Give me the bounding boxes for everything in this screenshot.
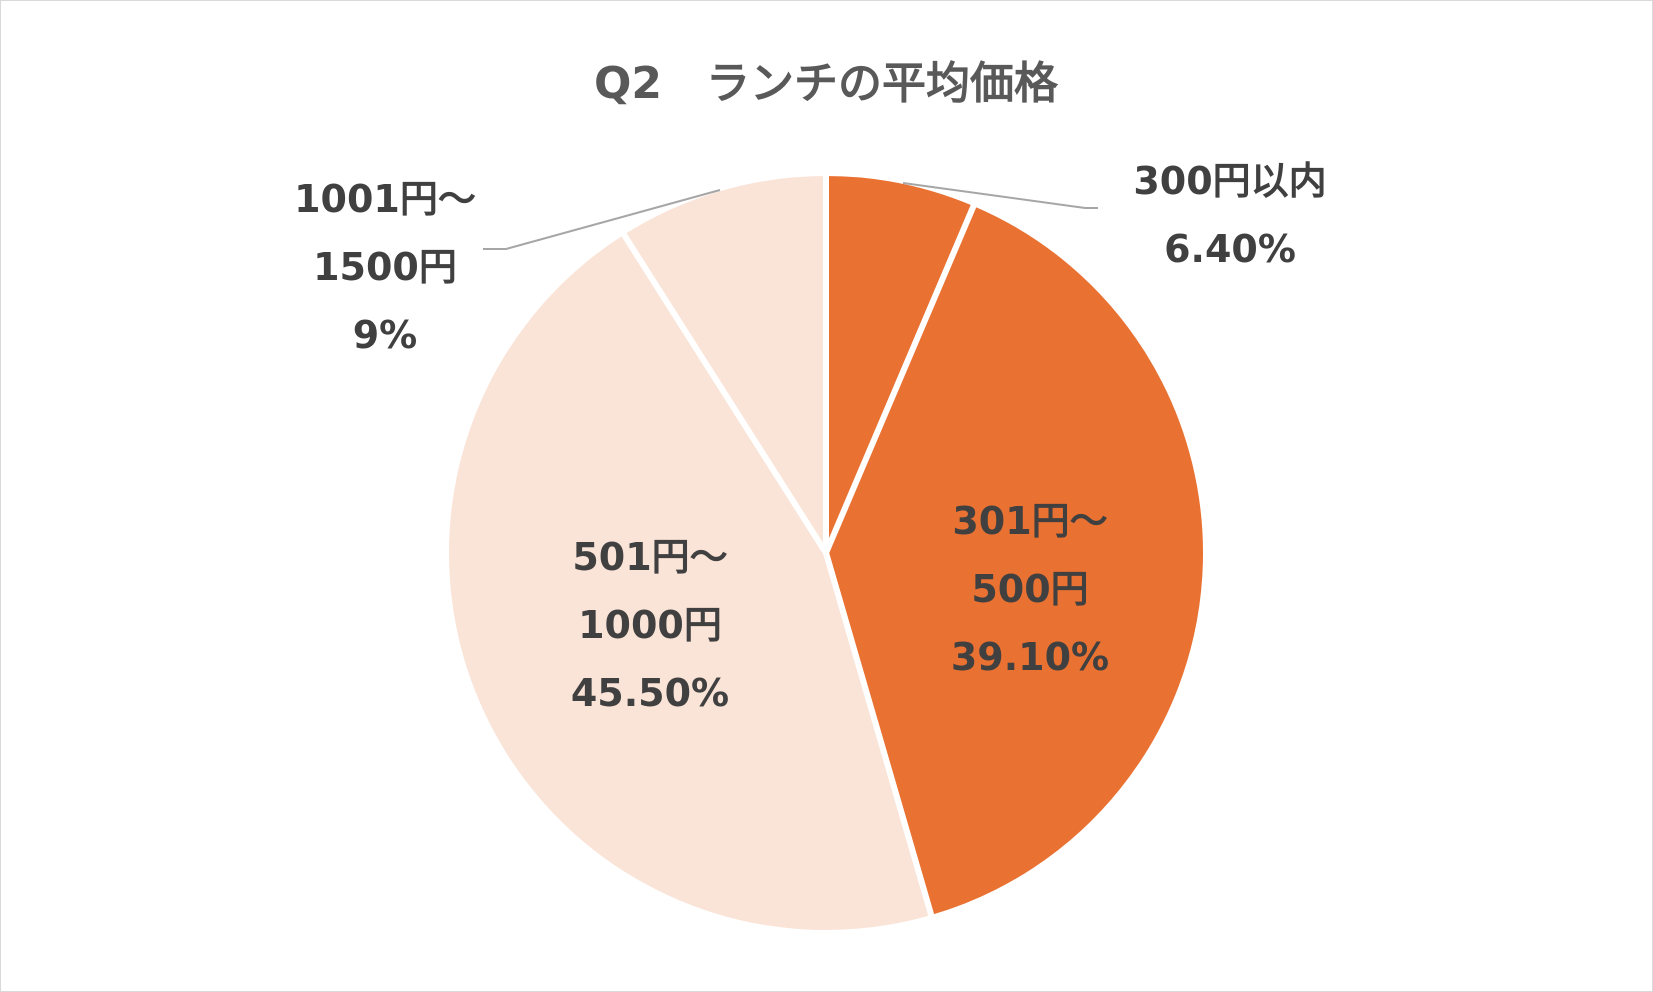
pie-slice-4	[619, 170, 829, 556]
data-label-3-line-3: 45.50%	[571, 671, 729, 715]
data-label-1-line-2: 6.40%	[1164, 227, 1296, 271]
data-label-2-line-2: 500円	[971, 567, 1088, 611]
pie-slice-3	[443, 229, 936, 936]
data-label-2: 301円～ 500円 39.10%	[951, 499, 1109, 679]
pie-slice-2	[823, 200, 1209, 921]
data-label-4-line-1: 1001円～	[294, 177, 476, 221]
data-label-1-line-1: 300円以内	[1133, 159, 1326, 203]
leader-line-4	[483, 189, 721, 250]
data-labels: 300円以内 6.40% 301円～ 500円 39.10% 501円～ 1000円 45.5…	[294, 159, 1327, 715]
data-label-4-line-3: 9%	[353, 313, 418, 357]
data-label-4-line-2: 1500円	[313, 245, 457, 289]
data-label-1: 300円以内 6.40%	[1133, 159, 1326, 271]
data-label-3-line-1: 501円～	[572, 535, 727, 579]
data-label-3: 501円～ 1000円 45.50%	[571, 535, 729, 715]
leader-lines	[483, 182, 1098, 250]
data-label-2-line-1: 301円～	[952, 499, 1107, 543]
data-label-4: 1001円～ 1500円 9%	[294, 177, 476, 357]
chart-title: Q2 ランチの平均価格	[594, 58, 1059, 109]
data-label-3-line-2: 1000円	[578, 603, 722, 647]
leader-line-1	[902, 182, 1098, 209]
pie-slices	[443, 170, 1209, 936]
data-label-2-line-3: 39.10%	[951, 635, 1109, 679]
